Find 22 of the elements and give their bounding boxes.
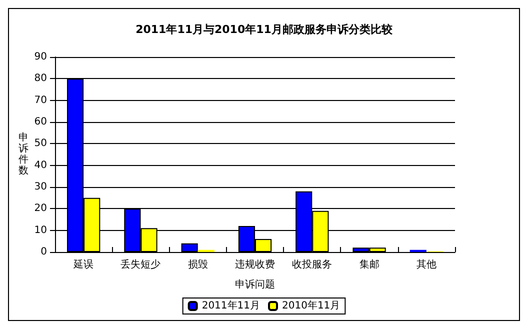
- legend-label: 2010年11月: [282, 300, 340, 312]
- chart-title: 2011年11月与2010年11月邮政服务申诉分类比较: [136, 23, 394, 36]
- y-tick-label: 20: [34, 203, 47, 214]
- y-tick-label: 40: [34, 160, 47, 171]
- y-tick-label: 70: [34, 94, 47, 106]
- x-axis-title: 申诉问题: [235, 278, 275, 290]
- x-tick-label: 损毁: [188, 258, 208, 270]
- y-tick-label: 80: [34, 73, 47, 84]
- y-tick-label: 60: [34, 116, 47, 128]
- x-tick-label: 其他: [416, 258, 436, 270]
- x-tick-label: 收投服务: [292, 258, 332, 270]
- y-axis-title: 申诉件数: [18, 132, 28, 176]
- y-tick-label: 10: [34, 224, 47, 236]
- y-tick-label: 50: [34, 138, 47, 150]
- legend-label: 2011年11月: [202, 300, 260, 312]
- y-tick-label: 0: [40, 246, 47, 258]
- y-tick-label: 90: [34, 52, 47, 62]
- y-tick-label: 30: [34, 182, 47, 192]
- x-tick-label: 延误: [72, 258, 94, 270]
- x-tick-label: 集邮: [359, 258, 380, 270]
- x-tick-label: 违规收费: [235, 258, 275, 270]
- x-tick-label: 丢失短少: [120, 258, 161, 270]
